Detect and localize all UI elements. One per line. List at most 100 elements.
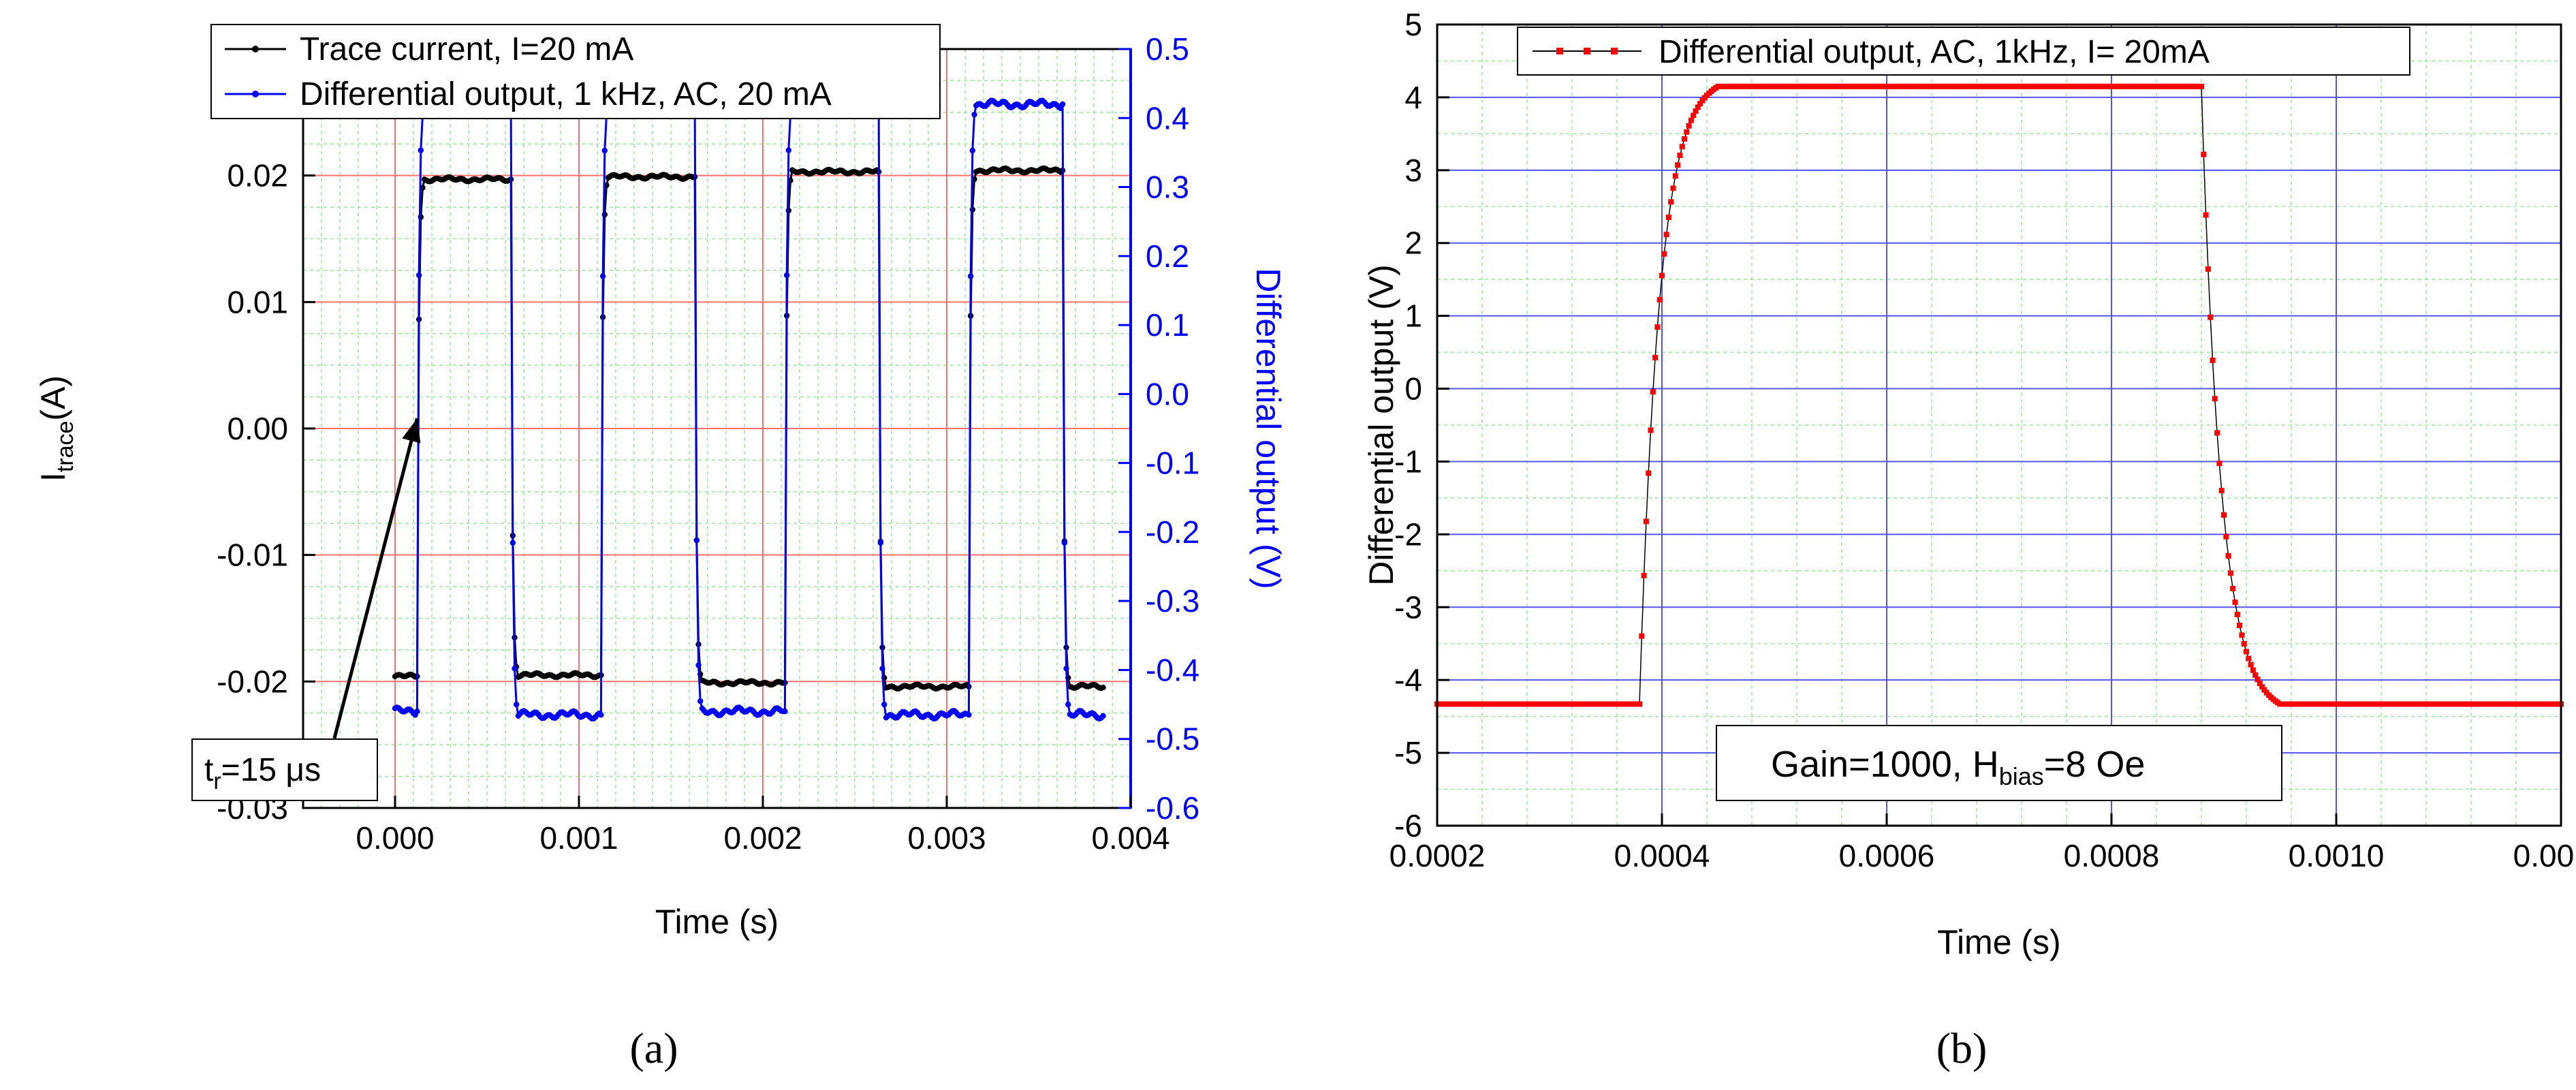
data-point	[1691, 112, 1697, 119]
legend-label: Differential output, AC, 1kHz, I= 20mA	[1659, 34, 2210, 70]
data-point	[2246, 655, 2252, 661]
data-point	[2232, 600, 2238, 606]
data-point	[966, 712, 972, 718]
legend-label: Differential output, 1 kHz, AC, 20 mA	[300, 76, 832, 112]
data-point	[1646, 470, 1652, 476]
legend-marker	[252, 46, 259, 52]
chart-a-legend: Trace current, I=20 mA Differential outpu…	[210, 24, 941, 119]
data-point	[2239, 632, 2245, 638]
data-point	[1693, 108, 1699, 114]
data-point	[1675, 162, 1681, 168]
data-point	[2210, 357, 2216, 363]
data-point	[971, 112, 977, 118]
data-point	[2261, 687, 2267, 693]
data-point	[2201, 151, 2207, 157]
data-point	[2248, 661, 2254, 668]
chart-b-legend: Differential output, AC, 1kHz, I= 20mA	[1517, 27, 2410, 76]
chart-a: 0.000 0.001 0.002 0.003 0.004-0.03-0.02-0.01…	[34, 24, 1287, 1072]
chart-a-annotation-text: tr=15 μs	[204, 752, 321, 794]
chart-b-ticks: 0.0002 0.0004 0.0006 0.0008 0.0010 0.0012 -6 -5…	[1389, 7, 2576, 873]
data-point	[514, 701, 520, 708]
chart-a-annotation-rest: =15 μs	[221, 752, 321, 788]
y-tick-label: -4	[1394, 662, 1422, 698]
data-point	[1648, 427, 1654, 433]
series-markers-differential-output	[392, 97, 1106, 722]
chart-a-y-axis-label-unit: (A)	[34, 375, 72, 421]
x-tick-label: 0.0004	[1614, 838, 1710, 873]
y-tick-label: -6	[1394, 808, 1422, 843]
data-point	[1061, 540, 1068, 546]
x-tick-label: 0.0002	[1389, 838, 1486, 873]
chart-a-y-axis-label-main: I	[34, 472, 72, 482]
data-point	[2257, 681, 2263, 687]
data-point	[1059, 101, 1066, 108]
chart-a-grid	[302, 48, 1131, 809]
data-point	[1677, 153, 1683, 158]
x-tick-label: 0.0012	[2513, 838, 2576, 873]
data-point	[1686, 123, 1692, 129]
y-tick-label: -2	[1394, 516, 1422, 552]
data-point	[967, 273, 974, 279]
data-point	[1654, 324, 1661, 330]
data-point	[1663, 232, 1669, 238]
y-tick-label: 0.00	[227, 411, 288, 446]
data-point	[2212, 396, 2218, 402]
data-point	[1695, 104, 1701, 110]
data-point	[1684, 129, 1690, 135]
y2-tick-label: -0.5	[1146, 721, 1199, 757]
series-line-differential-output	[1437, 86, 2561, 705]
y-tick-label: -3	[1394, 589, 1422, 625]
y-tick-label: 3	[1404, 153, 1422, 188]
y2-tick-label: 0.3	[1146, 170, 1189, 205]
legend-label: Trace current, I=20 mA	[300, 31, 633, 67]
data-point	[1065, 701, 1071, 708]
chart-a-y-axis-label-sub: trace	[52, 421, 78, 473]
data-point	[877, 540, 884, 546]
y2-tick-label: -0.2	[1146, 514, 1199, 550]
data-point	[1652, 354, 1659, 360]
chart-b-annotation-sub: bias	[1999, 762, 2044, 790]
data-point	[2230, 585, 2236, 591]
chart-b-legend-box	[1517, 27, 2410, 76]
x-tick-label: 0.000	[356, 820, 434, 856]
legend-marker	[1556, 48, 1563, 54]
data-point	[695, 662, 702, 668]
data-point	[1641, 572, 1647, 578]
y2-tick-label: 0.1	[1146, 307, 1189, 343]
y2-tick-label: -0.4	[1146, 652, 1199, 687]
y2-tick-label: 0.5	[1146, 31, 1189, 67]
chart-a-annotation-main: t	[204, 752, 213, 788]
data-point	[2208, 314, 2214, 320]
data-point	[2205, 266, 2211, 272]
legend-marker	[1611, 48, 1618, 54]
chart-a-arrow	[332, 418, 419, 739]
x-tick-label: 0.002	[723, 820, 802, 856]
data-point	[2216, 461, 2222, 467]
data-point	[697, 698, 704, 704]
data-point	[2203, 212, 2209, 218]
data-point	[2255, 676, 2261, 683]
chart-b-series	[1434, 83, 2564, 707]
chart-b-y-axis-label: Differential output (V)	[1362, 264, 1400, 586]
data-point	[2218, 488, 2225, 494]
y-tick-label: -1	[1394, 443, 1422, 479]
data-point	[2227, 570, 2233, 576]
data-point	[1650, 389, 1656, 395]
panel-label-a: (a)	[629, 1024, 678, 1072]
y2-tick-label: 0.0	[1146, 376, 1189, 411]
series-markers-trace-current	[392, 165, 1106, 692]
data-point	[783, 272, 790, 279]
y2-tick-label: -0.6	[1146, 790, 1199, 826]
y2-tick-label: -0.3	[1146, 583, 1199, 619]
data-point	[881, 701, 888, 708]
data-point	[969, 147, 976, 154]
data-point	[1668, 199, 1674, 205]
data-point	[1100, 713, 1106, 719]
y-tick-label: 0.02	[227, 158, 288, 193]
series-line-differential-output	[394, 99, 1104, 720]
chart-a-arrowhead	[402, 418, 421, 443]
data-point	[415, 272, 422, 279]
chart-a-y-axis-label: Itrace(A)	[34, 375, 78, 482]
chart-b-annotation: Gain=1000, Hbias=8 Oe	[1716, 725, 2282, 801]
y-tick-label: 5	[1404, 7, 1422, 42]
